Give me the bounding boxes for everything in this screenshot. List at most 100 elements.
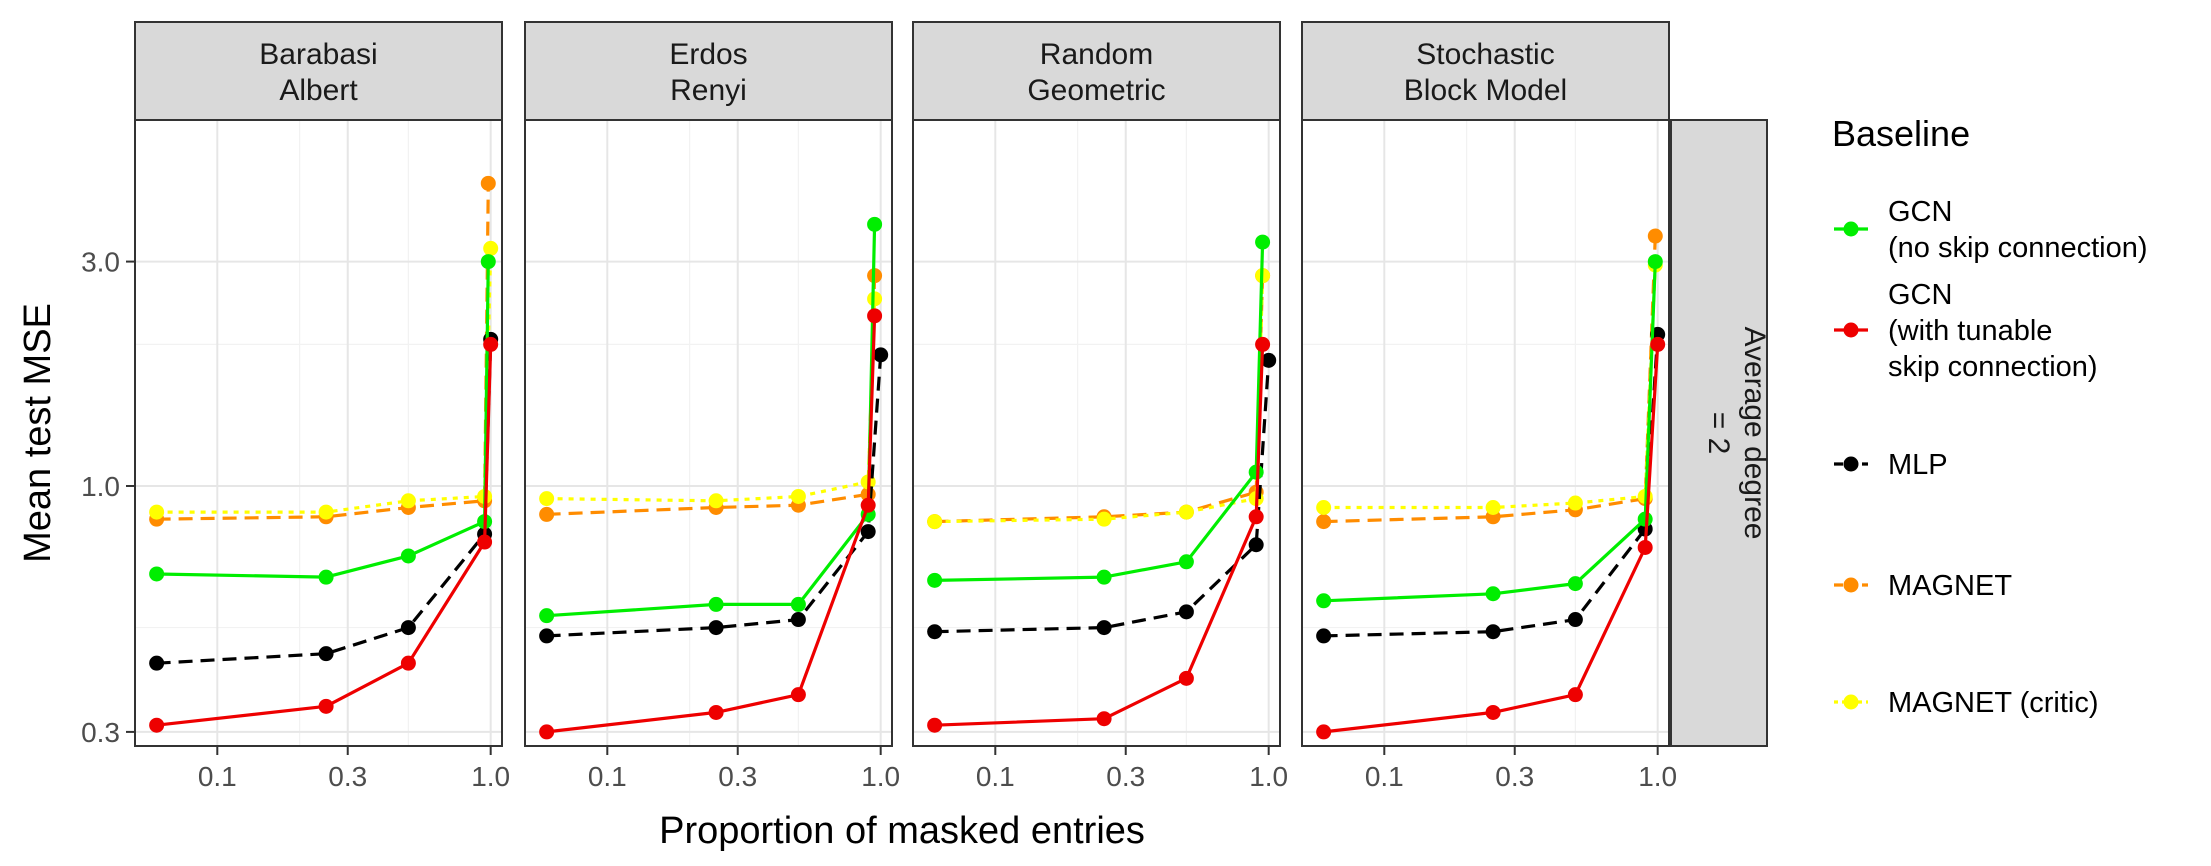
- data-point-magnet-critic: [400, 493, 416, 509]
- legend-title: Baseline: [1832, 113, 1970, 154]
- strip-label-line: Geometric: [1027, 74, 1165, 107]
- series-gcn-with-tunable-skip-connection-erdos-renyi: [539, 308, 883, 740]
- strip-label-erdos-renyi: Erdos Renyi: [669, 38, 747, 107]
- facet-panels: Barabasi Albert Erdos Renyi Random Geometric S…: [134, 21, 1670, 747]
- data-point-magnet: [539, 506, 555, 522]
- strip-label-line: Erdos: [669, 38, 747, 71]
- strip-label-barabasi-albert: Barabasi Albert: [259, 38, 377, 107]
- legend-key-point-magnet-critic: [1843, 694, 1859, 710]
- data-point-magnet-critic: [790, 488, 806, 504]
- legend-key-point-mlp: [1843, 456, 1859, 472]
- data-point-gcn-with-tunable-skip-connection: [1485, 704, 1501, 720]
- series-gcn-with-tunable-skip-connection-stochastic-block-model: [1316, 336, 1666, 740]
- data-point-magnet-critic: [318, 504, 334, 520]
- legend-label-magnet: MAGNET: [1888, 570, 2012, 602]
- legend-label-line: MAGNET: [1888, 570, 2012, 602]
- data-point-mlp: [790, 612, 806, 628]
- strip-label-line: Random: [1040, 38, 1153, 71]
- x-tick-label: 1.0: [1249, 761, 1288, 792]
- data-point-mlp: [860, 524, 876, 540]
- data-point-mlp: [1567, 612, 1583, 628]
- data-point-gcn-no-skip-connection: [867, 216, 883, 232]
- data-point-gcn-with-tunable-skip-connection: [1255, 336, 1271, 352]
- data-point-magnet-critic: [1316, 500, 1332, 516]
- row-strip-label-line: Average degree: [1738, 327, 1771, 540]
- panel-border: [1301, 119, 1670, 747]
- data-point-gcn-with-tunable-skip-connection: [400, 655, 416, 671]
- data-point-gcn-with-tunable-skip-connection: [1316, 724, 1332, 740]
- data-point-magnet-critic: [927, 514, 943, 530]
- data-point-gcn-with-tunable-skip-connection: [1650, 336, 1666, 352]
- data-point-gcn-with-tunable-skip-connection: [1567, 687, 1583, 703]
- data-point-mlp: [873, 347, 889, 363]
- data-point-gcn-no-skip-connection: [1647, 254, 1663, 270]
- y-tick-label: 3.0: [81, 247, 120, 278]
- data-point-gcn-no-skip-connection: [1178, 554, 1194, 570]
- row-strip-box: [1670, 119, 1768, 747]
- data-point-magnet: [480, 175, 496, 191]
- row-strip-label: Average degree= 2: [1702, 327, 1771, 540]
- strip-label-stochastic-block-model: Stochastic Block Model: [1404, 38, 1567, 107]
- series-gcn-no-skip-connection-random-geometric: [927, 234, 1271, 588]
- x-tick-label: 0.1: [588, 761, 627, 792]
- data-point-mlp: [1248, 537, 1264, 553]
- panel-background: [913, 120, 1280, 746]
- series-mlp-random-geometric: [927, 352, 1277, 640]
- row-strip: Average degree= 2: [1670, 119, 1771, 747]
- data-point-gcn-with-tunable-skip-connection: [790, 687, 806, 703]
- data-point-magnet-critic: [539, 491, 555, 507]
- x-tick-label: 0.1: [1365, 761, 1404, 792]
- series-gcn-with-tunable-skip-connection-random-geometric: [927, 336, 1271, 733]
- data-point-gcn-with-tunable-skip-connection: [483, 336, 499, 352]
- data-point-gcn-with-tunable-skip-connection: [860, 497, 876, 513]
- data-point-gcn-no-skip-connection: [539, 608, 555, 624]
- data-point-mlp: [927, 624, 943, 640]
- data-point-magnet: [1647, 228, 1663, 244]
- legend-item-magnet: MAGNET: [1834, 570, 2012, 602]
- data-point-gcn-no-skip-connection: [790, 596, 806, 612]
- legend-label-mlp: MLP: [1888, 449, 1948, 481]
- y-tick-label: 0.3: [81, 717, 120, 748]
- strip-label-line: Barabasi: [259, 38, 377, 71]
- legend-label-line: MAGNET (critic): [1888, 687, 2099, 719]
- data-point-gcn-no-skip-connection: [1255, 234, 1271, 250]
- legend-label-line: skip connection): [1888, 351, 2098, 383]
- series-mlp-erdos-renyi: [539, 347, 889, 644]
- strip-label-random-geometric: Random Geometric: [1027, 38, 1165, 107]
- data-point-gcn-no-skip-connection: [400, 548, 416, 564]
- data-point-gcn-no-skip-connection: [708, 596, 724, 612]
- panel-background: [525, 120, 892, 746]
- data-point-mlp: [1261, 352, 1277, 368]
- legend-label-line: GCN: [1888, 279, 1952, 311]
- data-point-magnet-critic: [483, 240, 499, 256]
- panel-border: [912, 119, 1281, 747]
- data-point-magnet-critic: [1485, 500, 1501, 516]
- data-point-gcn-no-skip-connection: [1485, 586, 1501, 602]
- legend-label-line: GCN: [1888, 196, 1952, 228]
- panel-erdos-renyi: Erdos Renyi: [524, 21, 893, 747]
- legend-label-gcn-with-tunable-skip-connection: GCN (with tunable skip connection): [1888, 279, 2098, 383]
- panel-background: [135, 120, 502, 746]
- data-point-magnet-critic: [708, 493, 724, 509]
- data-point-mlp: [318, 646, 334, 662]
- data-point-gcn-no-skip-connection: [149, 566, 165, 582]
- data-point-gcn-with-tunable-skip-connection: [1248, 509, 1264, 525]
- data-point-mlp: [400, 620, 416, 636]
- panel-border: [134, 119, 503, 747]
- legend-label-magnet-critic: MAGNET (critic): [1888, 687, 2099, 719]
- x-tick-label: 0.3: [328, 761, 367, 792]
- data-point-mlp: [539, 628, 555, 644]
- data-point-gcn-no-skip-connection: [1248, 464, 1264, 480]
- x-tick-label: 1.0: [471, 761, 510, 792]
- strip-label-line: Renyi: [670, 74, 747, 107]
- data-point-gcn-no-skip-connection: [480, 254, 496, 270]
- data-point-gcn-no-skip-connection: [318, 569, 334, 585]
- data-point-gcn-no-skip-connection: [1567, 576, 1583, 592]
- data-point-gcn-with-tunable-skip-connection: [927, 717, 943, 733]
- data-point-gcn-with-tunable-skip-connection: [1096, 711, 1112, 727]
- panel-stochastic-block-model: Stochastic Block Model: [1301, 21, 1670, 747]
- y-tick-label: 1.0: [81, 471, 120, 502]
- data-point-mlp: [1178, 604, 1194, 620]
- data-point-magnet-critic: [867, 291, 883, 307]
